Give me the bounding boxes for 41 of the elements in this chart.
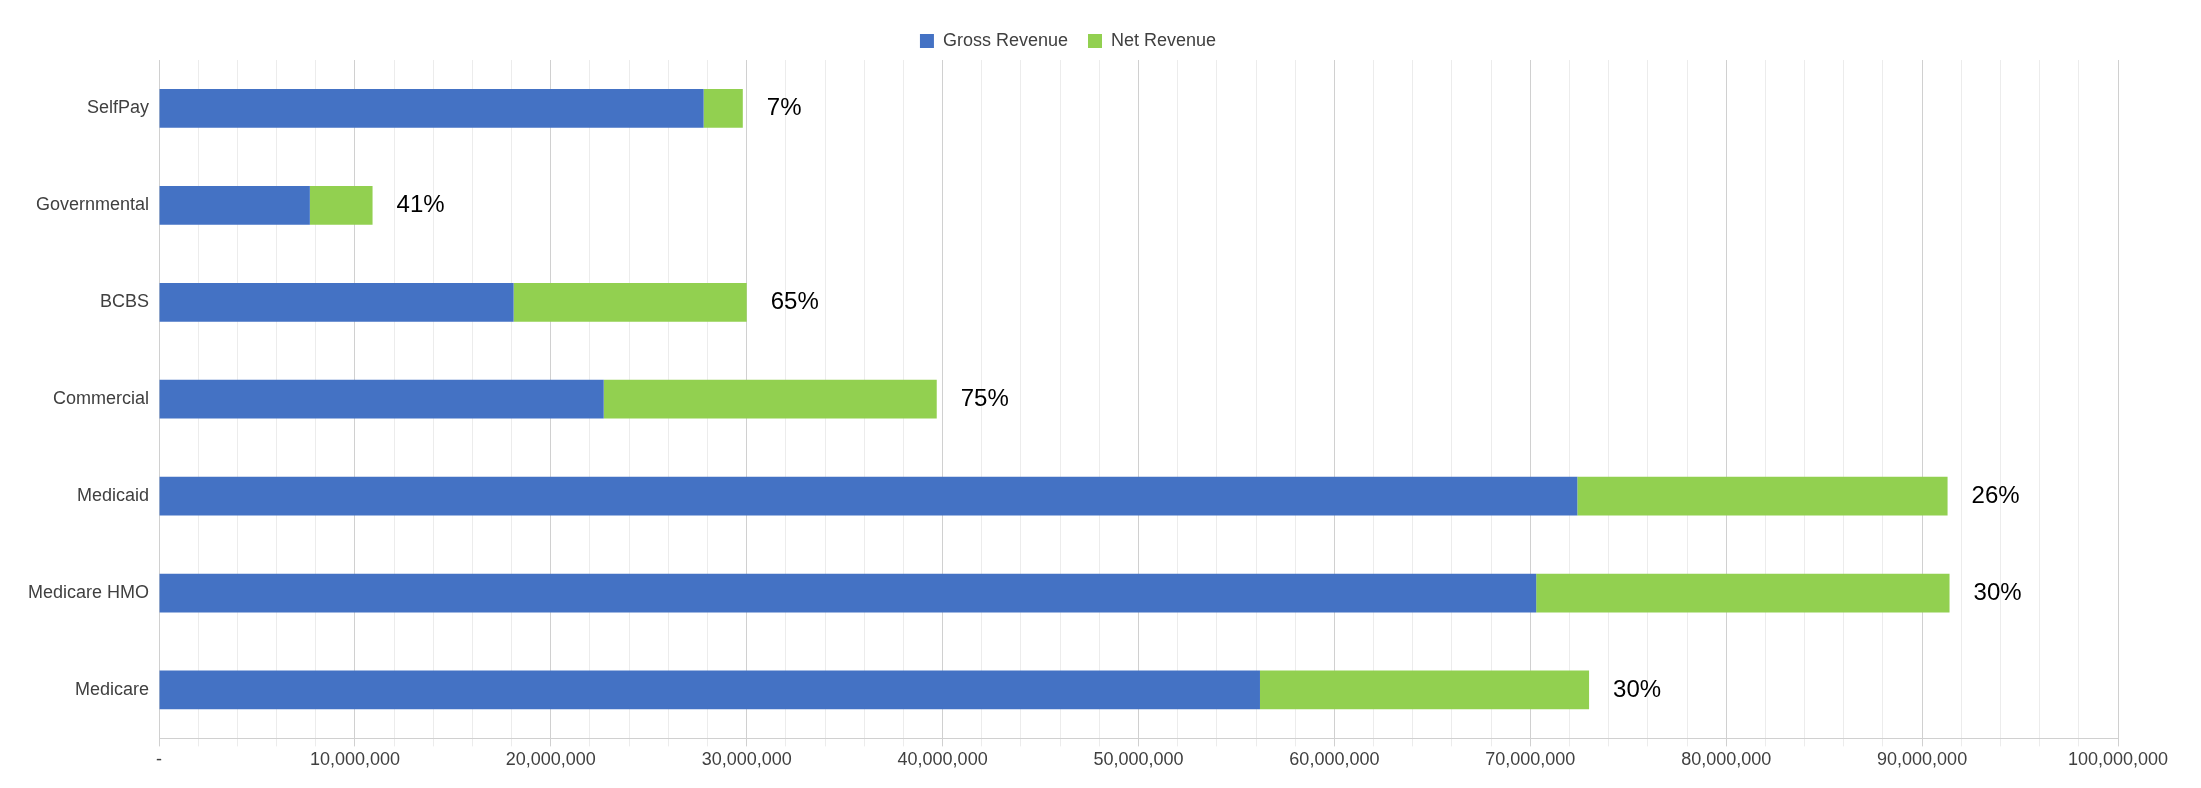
bar (1536, 573, 1950, 613)
y-tick-label: Medicare HMO (27, 582, 150, 602)
x-tick-label: 20,000,000 (505, 749, 596, 770)
y-tick-label: Commercial (53, 388, 150, 409)
bar (1259, 670, 1590, 710)
annotation: 30% (1613, 674, 1662, 702)
legend-label: Net Revenue (1111, 29, 1217, 50)
bar (159, 89, 704, 128)
x-tick-label: 80,000,000 (1681, 749, 1772, 770)
annotation: 30% (1973, 577, 2022, 605)
x-tick-label: 60,000,000 (1289, 749, 1380, 770)
annotation: 26% (1971, 480, 2020, 508)
y-tick-label: Medicare (74, 678, 150, 699)
y-tick-label: Medicaid (76, 485, 150, 506)
legend-label: Gross Revenue (942, 29, 1068, 50)
bar (513, 282, 747, 322)
x-tick-label: - (156, 749, 163, 770)
x-tick-label: 50,000,000 (1093, 749, 1184, 770)
bar (1577, 476, 1948, 516)
bar (159, 282, 514, 322)
bar (159, 670, 1260, 710)
bar (703, 89, 743, 128)
x-tick-label: 70,000,000 (1485, 749, 1576, 770)
annotation: 75% (960, 383, 1009, 411)
bar (159, 379, 604, 419)
x-tick-label: 90,000,000 (1877, 749, 1968, 770)
bar (159, 573, 1537, 613)
bar (159, 185, 310, 225)
x-tick-label: 100,000,000 (2067, 749, 2169, 770)
x-tick-label: 40,000,000 (897, 749, 988, 770)
bar (309, 185, 373, 225)
annotation: 7% (766, 93, 802, 121)
y-tick-label: Governmental (35, 194, 150, 215)
bar (159, 476, 1578, 516)
y-tick-label: SelfPay (86, 97, 150, 118)
y-tick-label: BCBS (99, 291, 150, 312)
annotation: 65% (770, 286, 819, 314)
annotation: 41% (396, 190, 445, 217)
bar (603, 379, 937, 419)
x-tick-label: 10,000,000 (309, 749, 400, 770)
x-tick-label: 30,000,000 (701, 749, 792, 770)
